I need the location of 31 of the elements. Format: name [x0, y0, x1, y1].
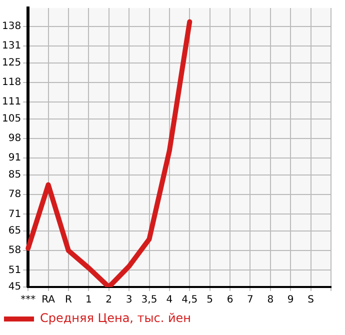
y-tick-label: 45	[8, 282, 22, 293]
y-tick-label: 98	[8, 133, 22, 144]
x-tick-label: 9	[287, 294, 294, 306]
x-tick-label: 2	[106, 294, 112, 306]
y-tick-label: 111	[2, 96, 22, 108]
x-tick-label: S	[308, 294, 314, 306]
x-tick-label: 3,5	[141, 294, 158, 306]
x-tick-label: RA	[42, 294, 56, 306]
x-tick-label: 4,5	[182, 294, 198, 306]
legend-label: Средняя Цена, тыс. йен	[40, 311, 192, 326]
x-tick-label: 6	[226, 294, 234, 306]
y-tick-label: 71	[8, 208, 22, 220]
y-tick-label: 91	[8, 152, 22, 164]
x-tick-label: 1	[85, 294, 92, 306]
x-tick-label: 8	[267, 294, 274, 306]
x-tick-label: 3	[126, 294, 132, 306]
y-tick-label: 125	[2, 57, 22, 68]
x-tick-label: 7	[247, 294, 254, 306]
x-tick-label: 4	[166, 294, 173, 306]
y-tick-label: 51	[8, 264, 22, 276]
y-tick-label: 85	[8, 170, 22, 181]
y-tick-label: 65	[8, 226, 22, 237]
y-tick-label: 138	[2, 21, 22, 32]
y-tick-label: 58	[8, 245, 22, 256]
x-tick-label: ***	[20, 294, 36, 306]
x-tick-label: R	[65, 294, 72, 306]
y-tick-label: 118	[2, 77, 22, 88]
y-tick-label: 78	[8, 189, 22, 200]
y-tick-label: 105	[2, 114, 22, 125]
x-tick-label: 5	[206, 294, 214, 306]
y-tick-label: 131	[2, 40, 22, 52]
